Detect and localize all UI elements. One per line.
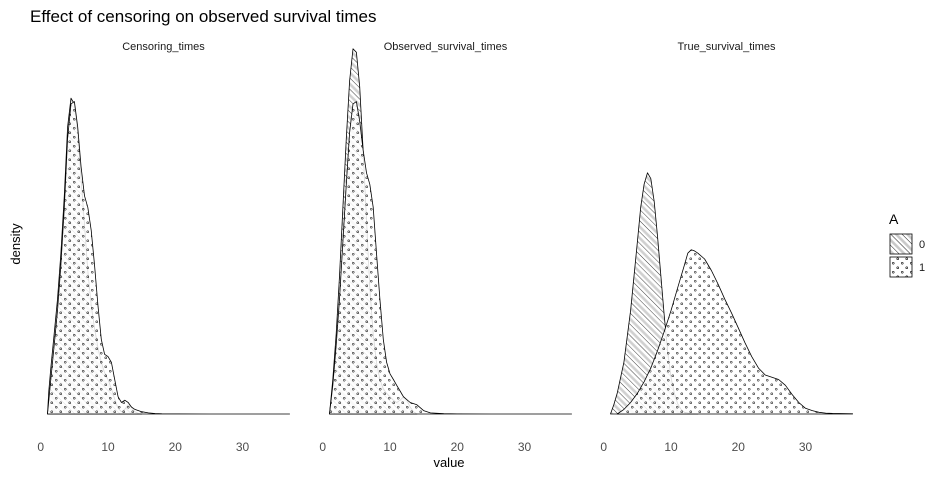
chart-title: Effect of censoring on observed survival…: [30, 7, 376, 26]
facet-strip-label: Censoring_times: [122, 41, 205, 53]
legend-title: A: [889, 211, 899, 227]
x-tick-label: 20: [451, 440, 465, 454]
facet-panel: Censoring_times 0 10 20 30: [37, 41, 290, 454]
x-tick-label: 0: [37, 440, 44, 454]
x-tick-label: 0: [600, 440, 607, 454]
facet-panel: Observed_survival_times 0 10 20 30: [319, 41, 572, 454]
x-tick-label: 10: [664, 440, 678, 454]
density-area-series-1: [616, 249, 853, 415]
x-axis-title: value: [433, 455, 464, 470]
density-area-series-1: [47, 101, 290, 415]
density-area-series-1: [329, 101, 572, 415]
legend-label-0: 0: [919, 239, 925, 251]
x-tick-label: 30: [236, 440, 250, 454]
x-tick-label: 10: [383, 440, 397, 454]
x-tick-label: 0: [319, 440, 326, 454]
x-tick-label: 20: [732, 440, 746, 454]
x-tick-label: 30: [518, 440, 532, 454]
x-tick-label: 20: [169, 440, 183, 454]
x-tick-label: 10: [101, 440, 115, 454]
legend-key-1: [889, 256, 913, 278]
legend: A 0 1: [889, 211, 925, 278]
facet-strip-label: Observed_survival_times: [384, 41, 508, 53]
legend-key-0: [889, 233, 913, 255]
y-axis-title: density: [8, 223, 23, 265]
legend-label-1: 1: [919, 262, 925, 274]
x-tick-label: 30: [799, 440, 813, 454]
facet-panel: True_survival_times 0 10 20 30: [600, 41, 853, 454]
facet-strip-label: True_survival_times: [677, 41, 776, 53]
